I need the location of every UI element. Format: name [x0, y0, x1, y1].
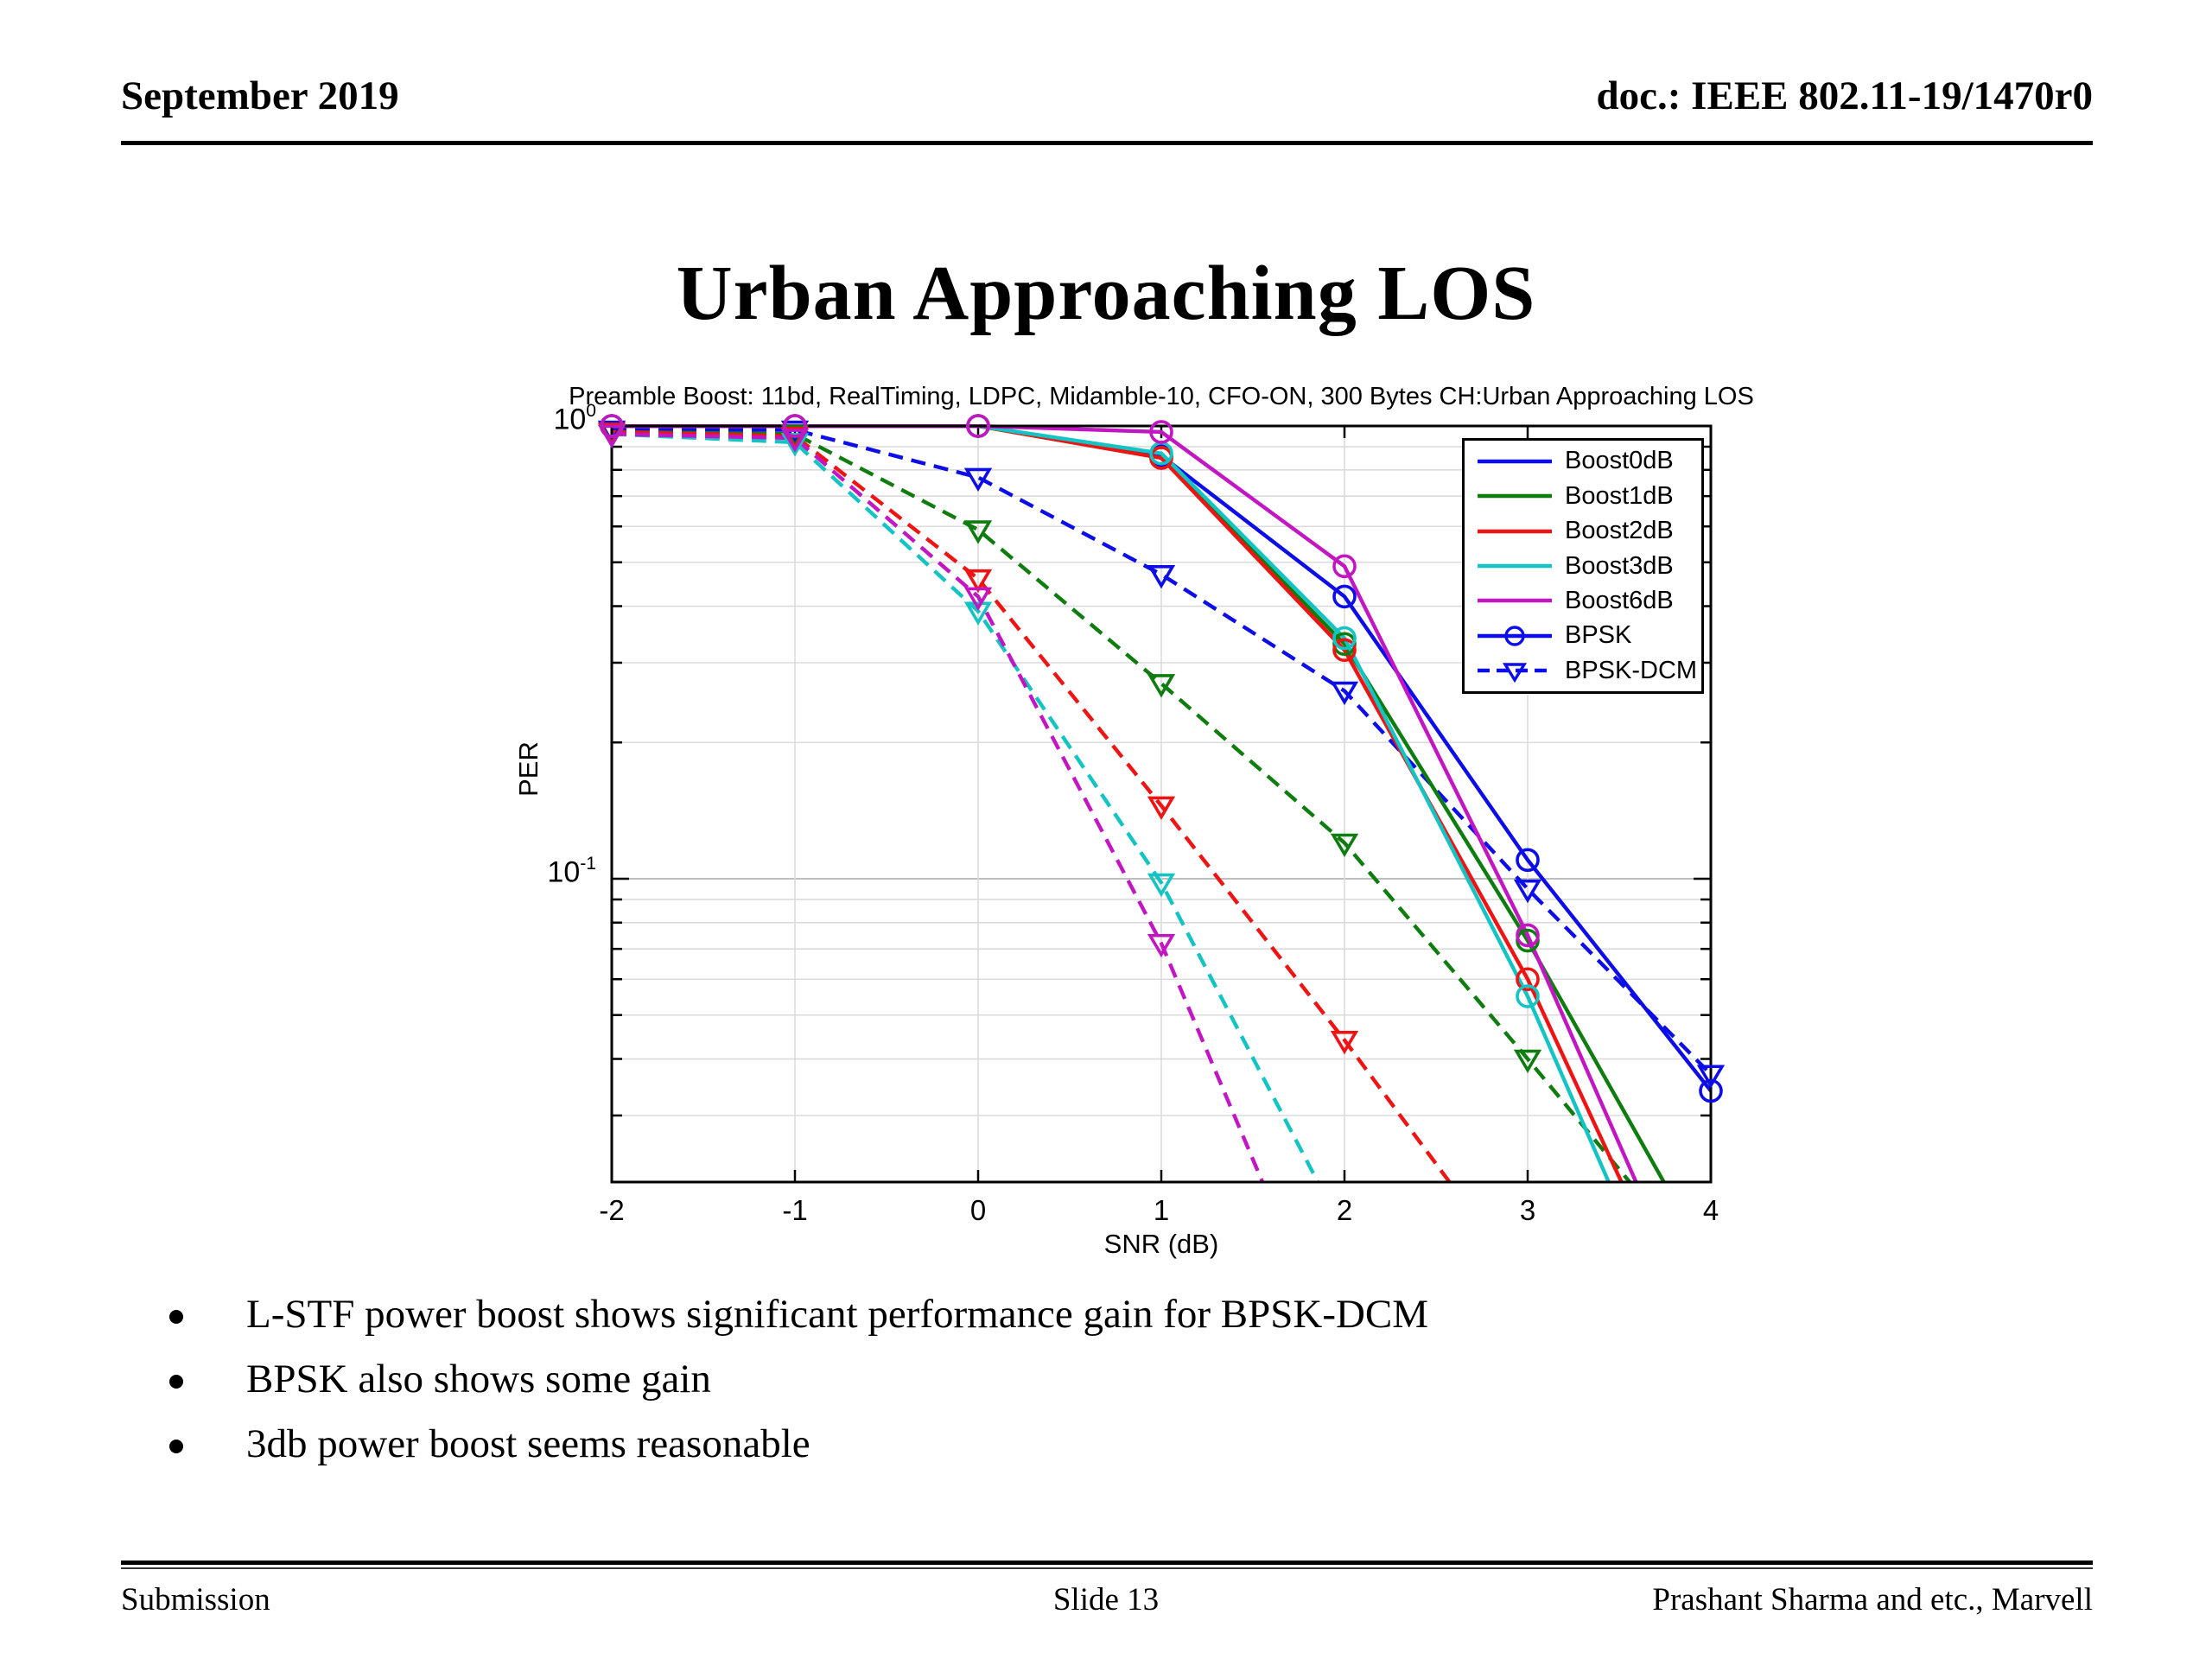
- x-tick-label-2: 2: [1336, 1194, 1353, 1226]
- legend-item-Boost0dB: Boost0dB: [1475, 447, 1701, 475]
- bullet-text: L-STF power boost shows significant perf…: [246, 1292, 1429, 1337]
- series-line-Boost1dB-BPSK-DCM: [612, 429, 1632, 1182]
- marker-circle-Boost6dB-BPSK: [783, 414, 807, 438]
- per-chart: [597, 414, 1726, 1184]
- bullet-text: BPSK also shows some gain: [246, 1357, 711, 1402]
- marker-circle-Boost2dB-BPSK: [1516, 967, 1540, 992]
- marker-circle-Boost6dB-BPSK: [1149, 420, 1173, 444]
- marker-triangle-down-Boost0dB-BPSK-DCM: [1330, 681, 1359, 706]
- marker-circle-Boost3dB-BPSK: [1516, 984, 1540, 1008]
- legend-sample-Boost2dB: [1478, 529, 1552, 533]
- page-title: Urban Approaching LOS: [676, 251, 1536, 336]
- x-tick-label-1: 1: [1153, 1194, 1170, 1226]
- x-tick-label--2: -2: [599, 1194, 625, 1226]
- header-date: September 2019: [121, 73, 399, 118]
- legend-label: Boost1dB: [1565, 481, 1674, 510]
- x-tick-label-3: 3: [1519, 1194, 1536, 1226]
- legend-item-BPSK-DCM: BPSK-DCM: [1475, 657, 1701, 685]
- marker-triangle-down-Boost3dB-BPSK-DCM: [963, 601, 993, 626]
- marker-triangle-down-Boost2dB-BPSK-DCM: [963, 569, 993, 594]
- marker-circle-Boost2dB-BPSK: [1332, 638, 1357, 663]
- series-line-Boost2dB-BPSK-DCM: [612, 429, 1452, 1182]
- bullet-text: 3db power boost seems reasonable: [246, 1421, 810, 1466]
- marker-triangle-down-Boost0dB-BPSK-DCM: [1147, 565, 1176, 589]
- bullet-icon: [169, 1440, 183, 1453]
- x-axis-label: SNR (dB): [1103, 1229, 1219, 1259]
- legend-item-Boost3dB: Boost3dB: [1475, 552, 1701, 581]
- footer-slide-number: Slide 13: [1052, 1582, 1160, 1618]
- marker-triangle-down-Boost1dB-BPSK-DCM: [1330, 833, 1359, 858]
- marker-circle-Boost0dB-BPSK: [1699, 1078, 1723, 1103]
- y-axis-label: PER: [513, 741, 543, 797]
- chart-legend: Boost0dB Boost1dB Boost2dB Boost3dB Boost6dB…: [1462, 438, 1704, 694]
- marker-triangle-down-Boost1dB-BPSK-DCM: [1513, 1049, 1542, 1074]
- chart-title: Preamble Boost: 11bd, RealTiming, LDPC, …: [569, 383, 1754, 410]
- bullet-item: L-STF power boost shows significant perf…: [169, 1291, 1428, 1338]
- series-line-Boost6dB-BPSK-DCM: [612, 432, 1265, 1182]
- legend-item-BPSK: BPSK: [1475, 621, 1701, 650]
- legend-item-Boost6dB: Boost6dB: [1475, 587, 1701, 615]
- legend-sample-BPSK-DCM: [1478, 663, 1552, 683]
- marker-triangle-down-Boost2dB-BPSK-DCM: [1147, 796, 1176, 820]
- footer-authors: Prashant Sharma and etc., Marvell: [1652, 1582, 2093, 1618]
- bullet-icon: [169, 1310, 183, 1324]
- legend-sample-Boost0dB: [1478, 459, 1552, 464]
- marker-circle-Boost3dB-BPSK: [1332, 626, 1357, 651]
- y-tick-label-10^-1: 10-1: [547, 853, 596, 889]
- series-line-Boost3dB-BPSK-DCM: [612, 432, 1320, 1182]
- bullet-icon: [169, 1375, 183, 1389]
- legend-label: BPSK-DCM: [1565, 656, 1698, 684]
- marker-triangle-down-Boost6dB-BPSK-DCM: [780, 429, 810, 453]
- marker-circle-Boost0dB-BPSK: [1516, 848, 1540, 873]
- legend-label: Boost3dB: [1565, 551, 1674, 580]
- y-tick-label-10^0: 100: [553, 400, 596, 436]
- header-doc-number: doc.: IEEE 802.11-19/1470r0: [1596, 73, 2093, 118]
- marker-triangle-down-Boost6dB-BPSK-DCM: [1147, 933, 1176, 958]
- x-tick-label--1: -1: [782, 1194, 808, 1226]
- marker-circle-Boost6dB-BPSK: [1332, 554, 1357, 579]
- marker-circle-Boost0dB-BPSK: [1332, 584, 1357, 609]
- legend-item-Boost2dB: Boost2dB: [1475, 517, 1701, 545]
- legend-label: Boost0dB: [1565, 447, 1674, 475]
- x-tick-label-4: 4: [1702, 1194, 1719, 1226]
- marker-circle-Boost6dB-BPSK: [966, 414, 990, 438]
- marker-circle-Boost6dB-BPSK: [600, 414, 624, 438]
- marker-triangle-down-Boost1dB-BPSK-DCM: [963, 520, 993, 544]
- marker-triangle-down-Boost0dB-BPSK-DCM: [1513, 879, 1542, 904]
- plot-border: [610, 424, 1713, 1184]
- marker-circle-Boost6dB-BPSK: [1516, 923, 1540, 948]
- legend-sample-BPSK: [1478, 626, 1552, 646]
- footer-submission: Submission: [121, 1582, 270, 1618]
- marker-triangle-down-Boost6dB-BPSK-DCM: [963, 587, 993, 611]
- bullet-item: 3db power boost seems reasonable: [169, 1421, 810, 1467]
- legend-sample-Boost6dB: [1478, 599, 1552, 603]
- legend-item-Boost1dB: Boost1dB: [1475, 482, 1701, 511]
- x-tick-label-0: 0: [969, 1194, 987, 1226]
- footer-rule: [121, 1560, 2093, 1565]
- footer-rule-thin: [121, 1567, 2093, 1569]
- legend-sample-Boost1dB: [1478, 494, 1552, 499]
- marker-triangle-down-Boost2dB-BPSK-DCM: [1330, 1031, 1359, 1055]
- marker-triangle-down-Boost0dB-BPSK-DCM: [1696, 1065, 1726, 1089]
- legend-label: BPSK: [1565, 621, 1632, 650]
- legend-label: Boost6dB: [1565, 586, 1674, 614]
- legend-label: Boost2dB: [1565, 517, 1674, 545]
- bullet-item: BPSK also shows some gain: [169, 1356, 711, 1402]
- marker-triangle-down-Boost3dB-BPSK-DCM: [1147, 873, 1176, 898]
- marker-triangle-down-Boost0dB-BPSK-DCM: [963, 467, 993, 493]
- marker-triangle-down-Boost1dB-BPSK-DCM: [1147, 674, 1176, 698]
- header-rule: [121, 141, 2093, 145]
- legend-sample-Boost3dB: [1478, 563, 1552, 569]
- marker-triangle-down-Boost3dB-BPSK-DCM: [780, 433, 810, 457]
